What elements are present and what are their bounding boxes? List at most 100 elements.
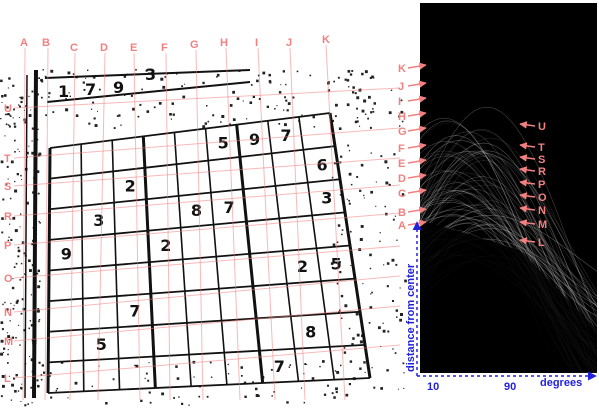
speckle (8, 124, 10, 126)
hough-curve (419, 202, 598, 317)
speckle (395, 263, 398, 266)
hough-left-arrow (407, 125, 427, 133)
speckle (370, 111, 373, 114)
speckle (137, 115, 140, 118)
speckle (350, 265, 352, 266)
speckle (50, 396, 53, 399)
speckle (286, 109, 289, 112)
top-label: F (161, 42, 168, 54)
hough-curve (419, 184, 598, 297)
speckle (141, 88, 143, 91)
speckle (10, 238, 13, 241)
speckle (1, 102, 3, 103)
speckle (338, 127, 342, 130)
speckle (289, 364, 292, 366)
speckle (41, 364, 44, 367)
speckle (379, 240, 381, 243)
speckle (244, 395, 247, 398)
sudoku-digit: 7 (224, 198, 235, 217)
speckle (348, 327, 351, 330)
left-label: T (4, 153, 11, 165)
speckle (20, 388, 23, 390)
speckle (328, 81, 330, 83)
speckle (9, 223, 11, 225)
hough-curve (419, 208, 598, 305)
speckle (13, 108, 15, 111)
speckle (375, 181, 377, 183)
sudoku-digit: 3 (321, 188, 332, 207)
speckle (240, 366, 243, 369)
speckle (17, 246, 20, 249)
speckle (14, 390, 17, 393)
speckle (390, 89, 393, 91)
speckle (387, 330, 390, 333)
speckle (45, 114, 47, 117)
speckle (341, 233, 343, 236)
speckle (347, 144, 350, 147)
top-label: A (20, 37, 28, 49)
speckle (42, 69, 44, 71)
speckle (344, 78, 347, 81)
hough-curve (419, 176, 598, 348)
speckle (356, 176, 359, 178)
speckle (20, 401, 22, 402)
speckle (12, 278, 14, 280)
speckle (266, 105, 269, 108)
top-row-digit: 3 (145, 65, 156, 84)
hough-curve (419, 203, 598, 305)
speckle (304, 363, 307, 365)
speckle (14, 139, 16, 142)
speckle (388, 183, 391, 186)
hough-left-label: A (398, 220, 406, 232)
speckle (147, 379, 150, 382)
speckle (221, 115, 225, 118)
detected-horizontal-line (13, 305, 401, 342)
speckle (32, 191, 35, 194)
speckle (210, 376, 213, 378)
speckle (312, 115, 315, 119)
hough-left-label: J (398, 81, 404, 93)
speckle (361, 72, 364, 76)
speckle (350, 183, 353, 186)
hough-left-label: D (398, 173, 406, 185)
speckle (338, 261, 341, 264)
hough-left-arrow (407, 62, 427, 70)
speckle (17, 255, 20, 258)
hough-right-label: T (538, 142, 545, 154)
speckle (0, 160, 4, 164)
speckle (359, 189, 362, 192)
speckle (18, 117, 20, 118)
speckle (236, 97, 240, 100)
sudoku-digit: 7 (274, 357, 285, 376)
speckle (336, 241, 339, 243)
speckle (13, 122, 16, 125)
hough-curve (419, 172, 598, 322)
speckle (27, 403, 29, 405)
hough-right-arrow (519, 237, 536, 245)
speckle (368, 322, 371, 324)
speckle (212, 114, 215, 117)
speckle (283, 109, 285, 111)
speckle (229, 104, 233, 107)
speckle (5, 123, 8, 126)
speckle (105, 402, 108, 405)
speckle (13, 377, 16, 380)
hough-left-arrow (407, 157, 427, 165)
hough-curve (419, 214, 598, 272)
speckle (146, 110, 150, 113)
speckle (364, 70, 368, 74)
speckle (134, 364, 136, 367)
top-row-digit: 1 (58, 82, 69, 101)
speckle (75, 114, 79, 117)
hough-left-label: I (398, 96, 401, 108)
speckle (331, 119, 334, 123)
speckle (340, 155, 343, 158)
speckle (356, 96, 360, 100)
speckle (331, 392, 334, 395)
speckle (12, 307, 15, 310)
page-edge-line-thin (24, 74, 28, 399)
sudoku-digit: 7 (129, 302, 140, 321)
speckle (346, 79, 350, 82)
speckle (301, 114, 303, 116)
